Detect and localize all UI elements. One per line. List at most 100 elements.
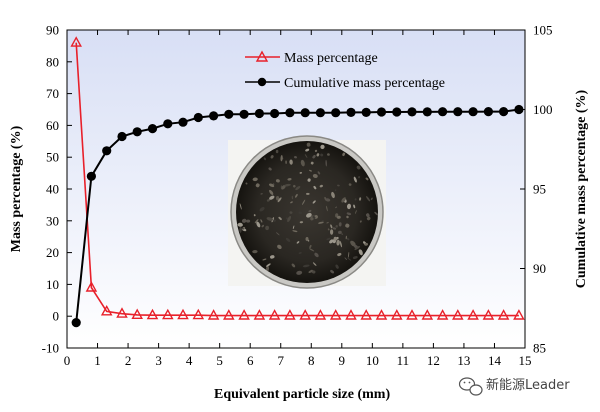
y-left-axis-title: Mass percentage (%) <box>9 125 24 252</box>
inset-particle <box>269 189 274 195</box>
data-point <box>238 309 250 320</box>
data-point <box>329 309 342 320</box>
data-point <box>346 107 356 117</box>
inset-particle <box>348 183 352 186</box>
y-right-tick-label: 95 <box>533 182 546 197</box>
y-left-tick-label: 60 <box>46 118 59 133</box>
y-right-tick-label: 85 <box>533 341 546 356</box>
y-left-tick-label: 10 <box>46 277 59 292</box>
inset-particle <box>291 195 294 200</box>
inset-particle <box>317 171 321 175</box>
inset-particle <box>316 153 320 157</box>
inset-particle <box>284 183 291 187</box>
inset-particle <box>326 221 329 224</box>
inset-particle <box>306 212 312 218</box>
y-left-tick-label: 0 <box>53 309 60 324</box>
data-point <box>376 107 387 117</box>
data-point <box>421 309 434 320</box>
inset-particle <box>302 264 310 268</box>
inset-particle <box>331 191 335 199</box>
inset-particle <box>330 229 334 235</box>
inset-particle <box>347 251 350 258</box>
inset-particle <box>325 159 327 167</box>
inset-particle <box>346 212 352 216</box>
inset-particle <box>312 154 316 159</box>
data-point <box>223 309 235 320</box>
inset-particle <box>269 195 275 200</box>
data-point <box>224 109 234 119</box>
wechat-icon <box>458 377 483 396</box>
inset-particle <box>332 227 337 230</box>
x-tick-label: 12 <box>427 353 440 368</box>
data-point <box>268 309 281 320</box>
series-cumulative-mass-percentage <box>71 104 524 328</box>
inset-particle <box>239 226 242 233</box>
inset-particle <box>353 204 356 209</box>
data-point <box>239 109 249 119</box>
inset-particle <box>239 203 242 210</box>
x-tick-label: 10 <box>366 353 379 368</box>
inset-particle <box>366 196 371 202</box>
inset-particle <box>299 221 304 224</box>
inset-particle <box>320 144 325 150</box>
data-point <box>499 107 509 117</box>
inset-particle <box>352 256 358 259</box>
inset-particle <box>289 211 293 214</box>
legend: Mass percentage Cumulative mass percenta… <box>245 50 445 91</box>
x-tick-label: 3 <box>155 353 162 368</box>
data-point <box>391 309 403 320</box>
inset-particle <box>326 237 331 241</box>
inset-particle <box>253 214 256 217</box>
y-right-tick-label: 90 <box>533 261 546 276</box>
data-point <box>300 108 310 118</box>
data-point <box>483 107 493 117</box>
y-left-tick-label: 40 <box>46 182 59 197</box>
data-point <box>253 309 266 320</box>
inset-particle <box>344 257 348 260</box>
inset-particle <box>312 262 317 266</box>
inset-particle <box>275 179 280 183</box>
data-point <box>452 309 464 320</box>
inset-particle <box>252 249 258 254</box>
inset-particle <box>245 182 248 185</box>
data-point <box>467 309 479 320</box>
inset-particle <box>335 225 338 228</box>
inset-particle <box>296 241 300 244</box>
inset-particle <box>280 155 283 162</box>
data-point <box>514 104 524 115</box>
inset-particle <box>309 244 312 249</box>
inset-particle <box>295 186 301 191</box>
inset-particle <box>305 148 310 152</box>
x-tick-label: 2 <box>125 353 132 368</box>
data-point <box>513 309 525 320</box>
inset-particle <box>366 216 371 221</box>
inset-particle <box>265 225 270 231</box>
inset-particle <box>364 242 368 246</box>
inset-particle <box>319 184 323 188</box>
inset-particle <box>327 153 330 156</box>
data-point <box>178 117 188 127</box>
watermark-text: 新能源Leader <box>486 377 570 393</box>
inset-particle <box>346 203 352 210</box>
inset-particle <box>374 211 378 216</box>
inset-particle <box>359 197 362 201</box>
inset-particle <box>266 263 271 267</box>
data-point <box>209 111 219 121</box>
inset-particle <box>298 211 303 215</box>
inset-particle <box>345 235 347 240</box>
inset-particle <box>275 149 279 154</box>
inset-particle <box>263 157 267 161</box>
inset-particle <box>305 237 309 241</box>
x-tick-label: 4 <box>186 353 193 368</box>
inset-particle <box>254 219 259 224</box>
data-point <box>146 308 159 320</box>
inset-particle <box>354 198 357 201</box>
x-tick-label: 7 <box>277 353 284 368</box>
inset-particle <box>259 206 265 212</box>
inset-particle <box>336 239 340 246</box>
inset-particle <box>266 198 271 202</box>
inset-particle <box>325 205 328 212</box>
x-tick-label: 5 <box>216 353 223 368</box>
inset-particle <box>300 159 305 167</box>
inset-particle <box>312 215 316 219</box>
